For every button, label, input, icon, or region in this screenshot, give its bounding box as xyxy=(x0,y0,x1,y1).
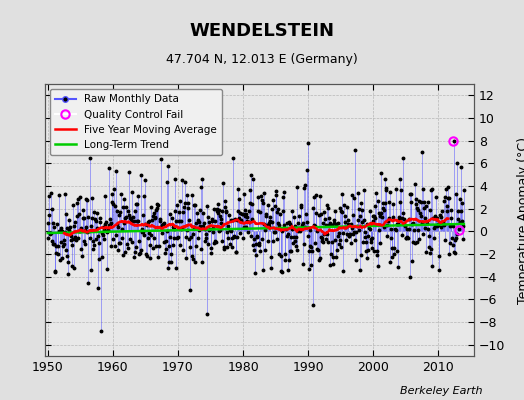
Legend: Raw Monthly Data, Quality Control Fail, Five Year Moving Average, Long-Term Tren: Raw Monthly Data, Quality Control Fail, … xyxy=(50,89,222,155)
Y-axis label: Temperature Anomaly (°C): Temperature Anomaly (°C) xyxy=(517,136,524,304)
Text: WENDELSTEIN: WENDELSTEIN xyxy=(190,22,334,40)
Text: 47.704 N, 12.013 E (Germany): 47.704 N, 12.013 E (Germany) xyxy=(166,53,358,66)
Text: Berkeley Earth: Berkeley Earth xyxy=(400,386,482,396)
